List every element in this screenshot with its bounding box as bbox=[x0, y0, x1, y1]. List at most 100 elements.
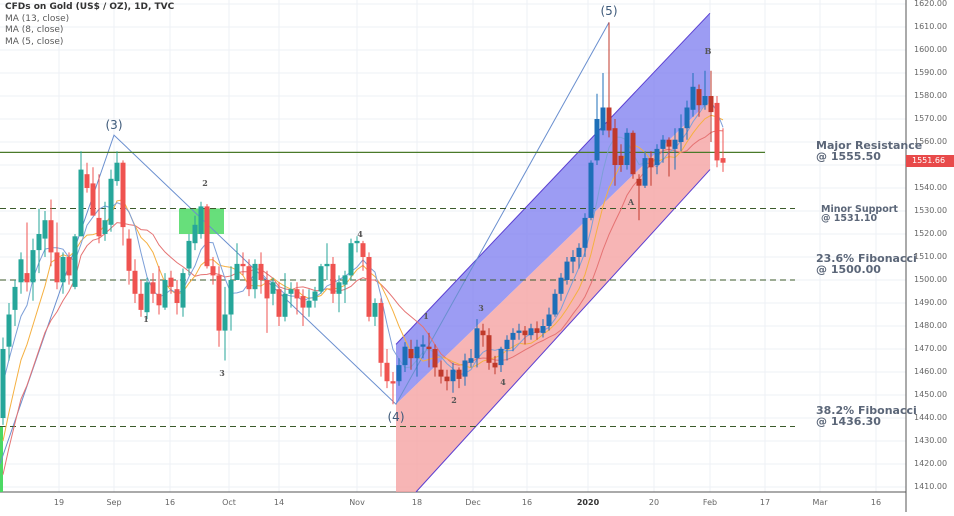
candle-body bbox=[720, 158, 726, 163]
candle-body bbox=[576, 247, 582, 257]
candle-body bbox=[222, 314, 228, 331]
minor-wave-label-3: 3 bbox=[478, 303, 484, 313]
candle-body bbox=[240, 263, 246, 267]
candle-body bbox=[312, 291, 318, 301]
major-resistance-value: @ 1555.50 bbox=[816, 150, 881, 163]
indicator-ma8[interactable]: MA (8, close) bbox=[5, 25, 64, 35]
candle-body bbox=[120, 162, 126, 228]
candle-body bbox=[342, 275, 348, 285]
minor-wave-label-2: 2 bbox=[451, 395, 457, 405]
candle-body bbox=[378, 303, 384, 363]
price-tick-label: 1440.00 bbox=[914, 413, 948, 422]
candle-body bbox=[66, 257, 72, 276]
chart-legend: CFDs on Gold (US$ / OZ), 1D, TVC MA (13,… bbox=[5, 2, 174, 48]
candle-body bbox=[30, 250, 36, 283]
price-tick-label: 1530.00 bbox=[914, 206, 948, 215]
candle-body bbox=[402, 346, 408, 366]
candle-body bbox=[126, 238, 132, 271]
candle-body bbox=[264, 280, 270, 299]
minor-support-annotation: Minor Support @ 1531.10 bbox=[821, 205, 898, 224]
minor-wave-label-4: 4 bbox=[500, 377, 506, 387]
candle-body bbox=[6, 314, 12, 347]
price-tick-label: 1520.00 bbox=[914, 229, 948, 238]
candle-body bbox=[114, 162, 120, 182]
channel-upper-line bbox=[395, 12, 711, 345]
last-price-tag: 1551.66 bbox=[906, 155, 954, 167]
candle-body bbox=[390, 381, 396, 384]
candle-body bbox=[90, 183, 96, 216]
candle-body bbox=[96, 217, 102, 237]
price-tick-label: 1460.00 bbox=[914, 367, 948, 376]
price-tick-label: 1620.00 bbox=[914, 0, 948, 8]
candle-body bbox=[300, 296, 306, 308]
candle-body bbox=[552, 293, 558, 315]
candle-body bbox=[306, 300, 312, 308]
price-tick-label: 1560.00 bbox=[914, 137, 948, 146]
candle-body bbox=[138, 293, 144, 310]
wave-label-A: A bbox=[627, 197, 635, 207]
time-tick-label: 2020 bbox=[576, 498, 600, 507]
candle-body bbox=[132, 270, 138, 294]
candle-body bbox=[642, 158, 648, 186]
candle-body bbox=[246, 266, 252, 290]
candle-body bbox=[354, 240, 360, 244]
candle-body bbox=[558, 277, 564, 294]
candle-body bbox=[408, 349, 414, 359]
candle-body bbox=[252, 263, 258, 290]
time-tick-label: Dec bbox=[465, 498, 481, 507]
fib-236-label: 23.6% Fibonacci bbox=[816, 252, 917, 265]
candle-body bbox=[450, 369, 456, 382]
time-tick-label: 16 bbox=[164, 498, 176, 507]
candle-body bbox=[540, 326, 546, 333]
subwave-label-3: 3 bbox=[219, 368, 225, 378]
indicator-ma13[interactable]: MA (13, close) bbox=[5, 13, 70, 24]
price-tick-label: 1470.00 bbox=[914, 344, 948, 353]
candle-body bbox=[564, 261, 570, 280]
candle-body bbox=[276, 289, 282, 317]
symbol-title[interactable]: CFDs on Gold (US$ / OZ), 1D, TVC bbox=[5, 2, 175, 12]
time-tick-label: 16 bbox=[870, 498, 882, 507]
candle-body bbox=[210, 266, 216, 276]
price-tick-label: 1480.00 bbox=[914, 321, 948, 330]
time-tick-label: 14 bbox=[273, 498, 285, 507]
candle-body bbox=[42, 220, 48, 239]
candle-body bbox=[204, 206, 210, 267]
candle-body bbox=[54, 252, 60, 283]
major-resistance-label: Major Resistance bbox=[816, 139, 923, 152]
candle-body bbox=[192, 224, 198, 244]
candle-body bbox=[372, 303, 378, 317]
candle-body bbox=[258, 263, 264, 280]
price-tick-label: 1490.00 bbox=[914, 298, 948, 307]
candle-body bbox=[48, 220, 54, 253]
candle-body bbox=[396, 365, 402, 382]
candle-body bbox=[174, 289, 180, 303]
candle-body bbox=[60, 257, 66, 283]
time-tick-label: 18 bbox=[411, 498, 423, 507]
candle-body bbox=[420, 344, 426, 347]
candle-body bbox=[156, 293, 162, 306]
time-tick-label: Feb bbox=[702, 498, 718, 507]
candle-body bbox=[468, 358, 474, 363]
candle-body bbox=[282, 293, 288, 317]
candle-body bbox=[522, 330, 528, 336]
minor-support-value: @ 1531.10 bbox=[821, 213, 878, 224]
channel-lower-line bbox=[415, 169, 711, 493]
subwave-label-2: 2 bbox=[202, 178, 208, 188]
candle-body bbox=[570, 257, 576, 262]
candle-body bbox=[594, 119, 600, 161]
candle-body bbox=[606, 107, 612, 131]
candle-body bbox=[216, 275, 222, 331]
candle-body bbox=[444, 376, 450, 382]
indicator-ma5[interactable]: MA (5, close) bbox=[5, 36, 64, 47]
candle-body bbox=[78, 169, 84, 237]
candle-body bbox=[168, 277, 174, 287]
candle-body bbox=[336, 282, 342, 294]
candle-body bbox=[696, 89, 702, 106]
candle-body bbox=[366, 257, 372, 317]
candle-body bbox=[150, 282, 156, 294]
candle-body bbox=[684, 107, 690, 129]
candle-body bbox=[582, 217, 588, 248]
candle-body bbox=[18, 259, 24, 283]
